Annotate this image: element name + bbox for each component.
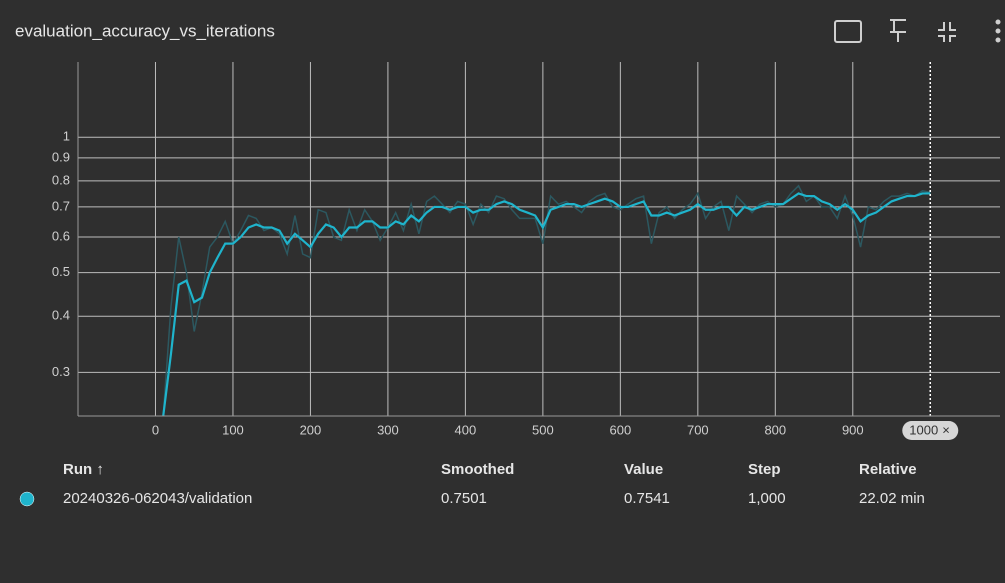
menu-icon[interactable] (995, 28, 1001, 34)
x-tick-label: 600 (610, 422, 632, 437)
cursor-label: 1000 (909, 422, 938, 437)
y-tick-label: 0.3 (52, 364, 70, 379)
cell: 0.7501 (441, 490, 487, 507)
column-header: Value (624, 461, 663, 478)
x-tick-label: 100 (222, 422, 244, 437)
x-tick-label: 300 (377, 422, 399, 437)
column-header: Relative (859, 461, 917, 478)
cell: 0.7541 (624, 490, 670, 507)
x-tick-label: 900 (842, 422, 864, 437)
cursor-close[interactable]: × (942, 422, 950, 437)
x-tick-label: 400 (455, 422, 477, 437)
plot: 0 100 200 300 400 500 600 700 800 900 0.3 0.4 0.5 0.6… (52, 62, 1000, 440)
cell: 1,000 (748, 490, 786, 507)
y-tick-label: 0.7 (52, 198, 70, 213)
cell: 22.02 min (859, 490, 925, 507)
y-tick-label: 0.5 (52, 264, 70, 279)
x-tick-label: 800 (764, 422, 786, 437)
collapse-icon[interactable] (938, 22, 956, 42)
run-color (19, 491, 35, 507)
y-tick-label: 0.4 (52, 308, 70, 323)
menu-icon[interactable] (995, 19, 1001, 25)
fit-icon[interactable] (834, 20, 862, 43)
pin-icon[interactable] (890, 19, 906, 42)
cursor-badge (902, 421, 959, 440)
column-header[interactable]: Run ↑ (63, 461, 104, 478)
y-tick-label: 0.6 (52, 228, 70, 243)
table: Run ↑ Smoothed Value Step Relative 20240326-0… (19, 461, 925, 507)
chart-title: evaluation_accuracy_vs_iterations (15, 21, 275, 40)
y-tick-label: 1 (63, 129, 70, 144)
toolbar[interactable] (834, 19, 1001, 43)
menu-icon[interactable] (995, 37, 1001, 43)
x-tick-label: 700 (687, 422, 709, 437)
x-tick-label: 500 (532, 422, 554, 437)
column-header: Smoothed (441, 461, 514, 478)
column-header: Step (748, 461, 781, 478)
x-tick-label: 200 (300, 422, 322, 437)
series-line (162, 192, 931, 416)
y-tick-label: 0.9 (52, 149, 70, 164)
x-tick-label: 0 (152, 422, 159, 437)
cell: 20240326-062043/validation (63, 490, 252, 507)
y-tick-label: 0.8 (52, 172, 70, 187)
